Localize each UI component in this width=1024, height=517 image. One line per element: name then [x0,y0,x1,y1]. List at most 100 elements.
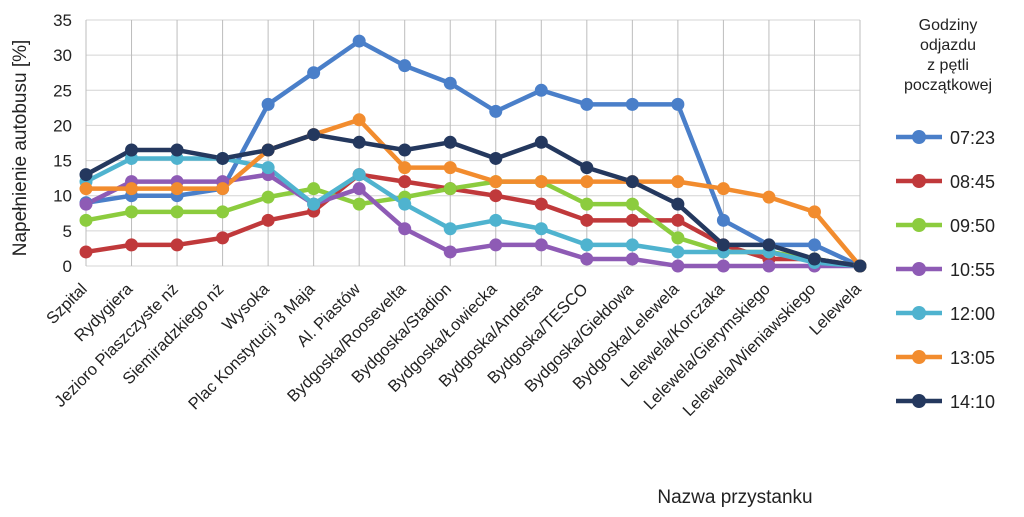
data-point [443,135,457,149]
data-point [79,213,93,227]
data-point [807,205,821,219]
x-tick-label: Lelewela [806,280,865,339]
y-axis-ticks: 0 5 10 15 20 25 30 35 [53,11,72,276]
legend-item: 10:55 [896,260,995,280]
data-point [853,259,867,273]
y-tick-label: 30 [53,46,72,65]
data-point [489,213,503,227]
legend-item: 08:45 [896,172,995,192]
data-point [580,197,594,211]
y-tick-label: 5 [63,222,72,241]
data-point [216,151,230,165]
data-point [216,182,230,196]
legend-title: Godziny odjazdu z pętli początkowej [904,17,992,94]
data-point [625,238,639,252]
series-points [79,34,867,273]
legend-swatch-marker [912,218,926,232]
data-point [352,113,366,127]
data-point [307,128,321,142]
data-point [170,143,184,157]
data-point [807,238,821,252]
legend-item: 07:23 [896,128,995,148]
data-point [79,182,93,196]
series-lines [83,38,863,269]
data-point [307,197,321,211]
data-point [671,213,685,227]
data-point [534,197,548,211]
data-point [625,175,639,189]
data-point [352,182,366,196]
data-point [671,197,685,211]
data-point [398,175,412,189]
y-axis-title: Napełnienie autobusu [%] [10,40,31,257]
data-point [489,104,503,118]
legend-label: 14:10 [950,392,995,412]
data-point [170,182,184,196]
data-point [352,135,366,149]
legend-swatch-marker [912,174,926,188]
data-point [762,259,776,273]
data-point [398,161,412,175]
data-point [307,66,321,80]
legend-label: 12:00 [950,304,995,324]
data-point [125,143,139,157]
data-point [716,182,730,196]
legend-label: 13:05 [950,348,995,368]
data-point [489,189,503,203]
data-point [671,259,685,273]
data-point [534,238,548,252]
data-point [261,97,275,111]
y-tick-label: 15 [53,152,72,171]
data-point [534,175,548,189]
data-point [534,83,548,97]
legend-item: 09:50 [896,216,995,236]
data-point [580,213,594,227]
data-point [398,59,412,73]
data-point [671,175,685,189]
data-point [261,161,275,175]
data-point [352,34,366,48]
data-point [443,222,457,236]
data-point [398,143,412,157]
data-point [580,161,594,175]
data-point [716,259,730,273]
data-point [671,231,685,245]
legend-label: 08:45 [950,172,995,192]
data-point [489,238,503,252]
data-point [762,238,776,252]
data-point [79,168,93,182]
data-point [216,205,230,219]
legend-items: 07:23 08:45 09:50 10:55 12:00 13:05 14:10 [896,128,995,412]
y-tick-label: 35 [53,11,72,30]
data-point [716,213,730,227]
data-point [625,252,639,266]
data-point [807,252,821,266]
data-point [716,238,730,252]
legend: Godziny odjazdu z pętli początkowej 07:23 08… [896,17,995,412]
legend-item: 14:10 [896,392,995,412]
data-point [762,190,776,204]
data-point [671,97,685,111]
legend-title-line: z pętli [927,57,969,74]
data-point [443,76,457,90]
data-point [398,222,412,236]
series-line-1305 [83,117,863,269]
legend-label: 07:23 [950,128,995,148]
data-point [534,222,548,236]
data-point [443,161,457,175]
data-point [580,97,594,111]
legend-swatch-marker [912,394,926,408]
y-tick-label: 10 [53,187,72,206]
series-line-1055 [83,172,863,269]
data-point [398,197,412,211]
x-axis-title: Nazwa przystanku [657,487,812,508]
data-point [125,182,139,196]
data-point [671,245,685,259]
series-line-0845 [83,172,863,269]
legend-title-line: początkowej [904,77,992,94]
data-point [625,197,639,211]
y-tick-label: 25 [53,81,72,100]
data-point [261,143,275,157]
